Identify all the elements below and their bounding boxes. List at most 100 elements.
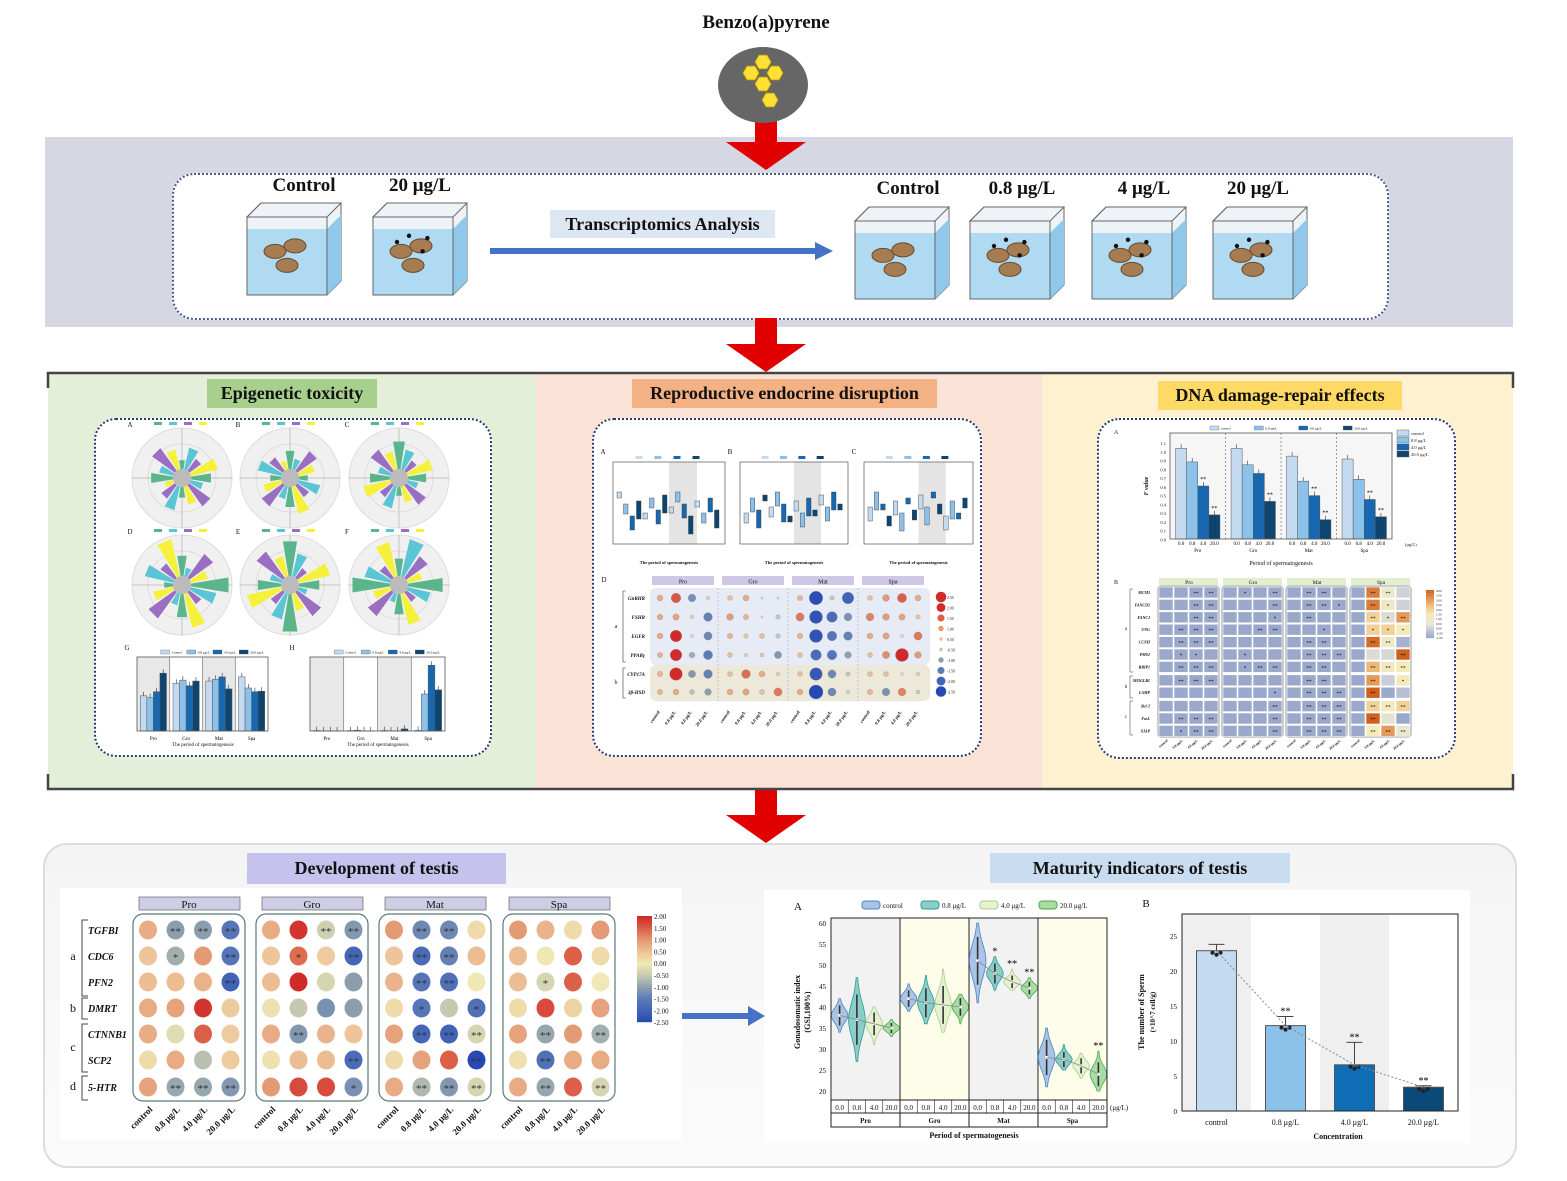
- colorbar-segment: [1426, 621, 1434, 623]
- radar-petal: [189, 480, 204, 490]
- significance-mark: **: [1311, 487, 1317, 493]
- significance-mark: **: [1209, 718, 1215, 723]
- dose-tick: 20.0: [1023, 1104, 1036, 1112]
- legend-swatch: [1396, 450, 1410, 458]
- heatmap-cell: [1173, 623, 1189, 636]
- heatmap-cell: [1188, 700, 1204, 712]
- tank-0.8: [968, 206, 1066, 300]
- significance-mark: **: [1378, 508, 1384, 514]
- bubble: [882, 613, 890, 621]
- bubble: [656, 594, 664, 602]
- heatmap-cell: [1316, 586, 1332, 599]
- gene-label: BRIP1: [1138, 664, 1150, 669]
- bubble: [867, 652, 873, 658]
- error-bar: [1277, 1016, 1294, 1026]
- heatmap-cell: [1267, 712, 1283, 725]
- colorbar-tick: -2.00: [654, 1007, 669, 1015]
- bubble: [916, 672, 920, 676]
- significance-mark: **: [1307, 680, 1313, 685]
- legend-swatch: [692, 456, 700, 459]
- colorbar-segment: [1426, 594, 1434, 597]
- significance-mark: **: [1194, 730, 1200, 735]
- radar-petal: [364, 566, 392, 583]
- column-label: control: [1286, 739, 1297, 749]
- significance-mark: **: [416, 1030, 427, 1042]
- category-label: 20.0 μg/L: [1408, 1118, 1440, 1127]
- bar: [1352, 479, 1365, 540]
- heatmap-dot: [385, 920, 403, 940]
- heatmap-cell: [1301, 661, 1317, 673]
- legend-tick: 2.00: [947, 607, 954, 611]
- heatmap-cell: [1173, 686, 1189, 699]
- box: [886, 515, 892, 527]
- colorbar-segment: [637, 980, 652, 983]
- radar-petal: [166, 449, 180, 471]
- significance-mark: **: [348, 952, 359, 964]
- radar-petal: [377, 466, 392, 476]
- tank-control-left: [245, 202, 343, 296]
- radar-petal: [406, 480, 419, 489]
- significance-mark: **: [1209, 629, 1215, 634]
- dose-tick: 4.0: [1311, 542, 1318, 547]
- tank-control: [853, 206, 951, 300]
- legend-swatch: [941, 456, 949, 459]
- radar-petal: [280, 460, 288, 471]
- heatmap-dot: [166, 1024, 185, 1044]
- box: [750, 497, 755, 513]
- bar: [212, 678, 220, 732]
- legend-bubble: [937, 614, 945, 622]
- legend-swatch: [388, 649, 398, 655]
- prmt-bar-chart: Pro Gro Mat Spa Control 0.8 μg/L 4.0 μg/L 20.0 …: [289, 644, 446, 748]
- radar-petal: [270, 590, 285, 605]
- heatmap-cell: [1301, 674, 1317, 687]
- radar-petal: [401, 485, 413, 503]
- legend-label: Control: [172, 651, 183, 655]
- gene-label: MCM3: [1137, 590, 1150, 595]
- significance-mark: *: [1387, 604, 1390, 609]
- heatmap-cell: [1173, 725, 1189, 737]
- heatmap-dot: [412, 1024, 431, 1044]
- category-label: 0.8 μg/L: [1272, 1118, 1300, 1127]
- bubble: [797, 633, 803, 639]
- chart-letter: B: [728, 448, 733, 456]
- heatmap-cell: [1237, 623, 1253, 636]
- bubble: [826, 611, 838, 623]
- significance-mark: **: [1307, 654, 1313, 659]
- significance-mark: **: [1322, 666, 1328, 671]
- red-arrow-down-2: [726, 318, 806, 372]
- radar-petal: [160, 563, 177, 580]
- heatmap-cell: [1301, 623, 1317, 636]
- significance-mark: *: [1323, 629, 1326, 634]
- significance-mark: **: [444, 978, 455, 990]
- legend-tick: -1.50: [947, 670, 955, 674]
- significance-mark: *: [351, 1083, 357, 1095]
- bubble: [867, 671, 873, 677]
- colorbar-tick: 3.00: [1436, 598, 1442, 602]
- heatmap-cell: [1316, 712, 1332, 725]
- legend-swatch: [979, 900, 999, 910]
- bubble: [758, 670, 766, 678]
- colorbar-segment: [1426, 624, 1434, 627]
- radar-petal: [407, 473, 427, 483]
- heatmap-cell: [1237, 686, 1253, 699]
- legend-swatch: [654, 456, 662, 459]
- heatmap-dot: [289, 920, 308, 940]
- legend-swatch: [1298, 425, 1308, 431]
- significance-mark: **: [1337, 692, 1343, 697]
- x-axis-title: Period of spermatogenesis: [1249, 560, 1313, 567]
- heatmap-cell: [1252, 599, 1268, 611]
- legend-label: 0.8 μg/L: [1265, 427, 1277, 431]
- endocrine-boxplot-C: C The period of spermatogenesis: [852, 448, 974, 565]
- chart-letter: C: [345, 421, 350, 429]
- heatmap-dot: [440, 972, 458, 992]
- dose-tick: 0.8: [991, 1104, 1000, 1112]
- y-tick: 0.3: [1160, 511, 1166, 516]
- significance-mark: **: [1307, 604, 1313, 609]
- bap-particle: [1125, 237, 1131, 242]
- bar: [1297, 480, 1310, 540]
- radar-petal: [379, 483, 394, 498]
- column-label: 0.8 μg/L: [522, 1104, 551, 1133]
- x-axis-title: Concentration: [1313, 1132, 1363, 1141]
- legend-label: control: [1411, 431, 1424, 436]
- bar: [1334, 1064, 1375, 1112]
